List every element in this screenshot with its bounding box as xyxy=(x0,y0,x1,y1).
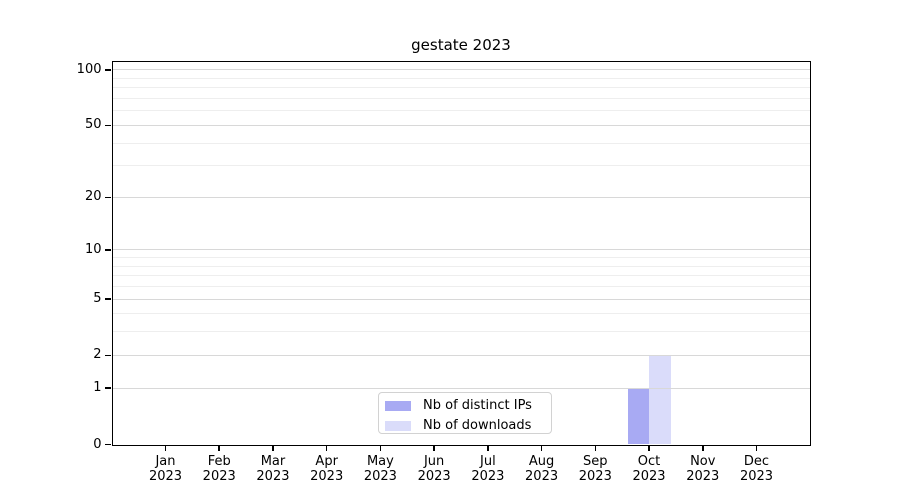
x-tick-month: Dec xyxy=(743,453,770,469)
legend-swatch-distinct-ips-icon xyxy=(385,401,411,411)
x-tick-year: 2023 xyxy=(578,469,612,484)
x-tick xyxy=(218,444,220,451)
bar-oct-nb-of-distinct-ips xyxy=(627,388,650,445)
y-tick-label: 20 xyxy=(84,189,102,205)
x-tick-year: 2023 xyxy=(686,469,720,484)
x-tick xyxy=(540,444,543,451)
x-tick-month: Mar xyxy=(260,453,286,469)
x-tick xyxy=(164,444,167,451)
x-tick-year: 2023 xyxy=(363,469,397,484)
x-tick-month: Jun xyxy=(423,453,445,469)
y-tick-label: 1 xyxy=(93,380,102,396)
y-gridline xyxy=(112,124,810,126)
x-tick-label-oct: Oct 2023 xyxy=(623,454,675,485)
y-tick xyxy=(104,249,111,251)
y-tick xyxy=(104,124,111,127)
y-minor-gridline xyxy=(112,165,810,167)
x-tick-month: Sep xyxy=(583,453,608,469)
x-tick-label-jan: Jan 2023 xyxy=(140,454,192,485)
x-tick-year: 2023 xyxy=(632,469,666,484)
x-tick-year: 2023 xyxy=(256,469,290,484)
y-minor-gridline xyxy=(112,257,810,259)
y-minor-gridline xyxy=(112,275,810,277)
x-tick-label-may: May 2023 xyxy=(354,454,406,485)
x-tick-year: 2023 xyxy=(310,469,344,484)
x-tick-month: Jul xyxy=(480,453,496,469)
y-minor-gridline xyxy=(112,87,810,89)
y-minor-gridline xyxy=(112,331,810,333)
x-tick-label-mar: Mar 2023 xyxy=(247,454,299,485)
x-tick-year: 2023 xyxy=(202,469,236,484)
y-tick-label: 100 xyxy=(76,61,102,77)
legend-label-downloads: Nb of downloads xyxy=(423,418,532,433)
y-minor-gridline xyxy=(112,97,810,99)
x-tick-month: Nov xyxy=(690,453,716,469)
x-tick-month: Apr xyxy=(315,453,338,469)
x-tick xyxy=(594,444,597,451)
y-gridline xyxy=(112,387,810,389)
x-tick-year: 2023 xyxy=(471,469,505,484)
y-tick xyxy=(104,298,111,300)
x-tick-label-jul: Jul 2023 xyxy=(462,454,514,485)
y-gridline xyxy=(112,354,810,356)
x-tick-month: Feb xyxy=(207,453,231,469)
x-tick-label-apr: Apr 2023 xyxy=(301,454,353,485)
legend: Nb of distinct IPs Nb of downloads xyxy=(378,392,552,434)
x-tick-year: 2023 xyxy=(525,469,559,484)
y-tick-label: 5 xyxy=(93,291,102,307)
x-tick-label-sep: Sep 2023 xyxy=(569,454,621,485)
x-tick-year: 2023 xyxy=(739,469,774,484)
x-tick xyxy=(433,444,435,451)
x-tick-year: 2023 xyxy=(417,469,451,484)
x-tick xyxy=(487,444,489,451)
x-tick xyxy=(272,444,274,451)
x-tick-month: Jan xyxy=(155,453,176,469)
legend-item-downloads: Nb of downloads xyxy=(385,419,551,433)
legend-item-distinct-ips: Nb of distinct IPs xyxy=(385,399,551,413)
y-minor-gridline xyxy=(112,313,810,315)
y-tick-label: 50 xyxy=(84,117,102,133)
x-tick xyxy=(379,444,382,451)
plot-area: 0 1 2 5 10 20 50 100 Jan 2023 Feb 2023 Mar 2023 Apr 202… xyxy=(77,60,811,484)
y-tick xyxy=(104,69,111,71)
y-gridline xyxy=(112,196,810,198)
y-minor-gridline xyxy=(112,286,810,288)
legend-swatch-downloads-icon xyxy=(385,421,411,431)
x-tick xyxy=(325,444,328,451)
y-minor-gridline xyxy=(112,77,810,79)
x-tick-label-dec: Dec 2023 xyxy=(731,454,783,485)
y-tick-label: 10 xyxy=(84,241,102,257)
y-tick xyxy=(104,443,111,446)
x-tick xyxy=(755,444,758,451)
y-tick-label: 0 xyxy=(93,436,102,452)
chart-title: gestate 2023 xyxy=(411,36,511,54)
y-gridline xyxy=(112,69,810,71)
x-tick-month: Oct xyxy=(637,453,661,469)
x-tick-label-jun: Jun 2023 xyxy=(408,454,460,485)
y-gridline xyxy=(112,298,810,300)
y-minor-gridline xyxy=(112,265,810,267)
y-minor-gridline xyxy=(112,110,810,112)
x-tick-label-feb: Feb 2023 xyxy=(193,454,245,485)
y-minor-gridline xyxy=(112,142,810,144)
y-tick xyxy=(104,354,111,357)
y-tick xyxy=(104,196,111,199)
x-tick xyxy=(702,444,704,451)
x-tick-label-aug: Aug 2023 xyxy=(516,454,568,485)
x-tick-month: Aug xyxy=(528,453,555,469)
bar-oct-nb-of-downloads xyxy=(649,355,671,445)
legend-label-distinct-ips: Nb of distinct IPs xyxy=(423,398,532,413)
y-gridline xyxy=(112,249,810,251)
x-tick-label-nov: Nov 2023 xyxy=(677,454,729,485)
y-tick-label: 2 xyxy=(93,347,102,363)
x-tick-month: May xyxy=(366,453,394,469)
y-tick xyxy=(104,387,111,389)
x-tick xyxy=(648,444,650,451)
x-tick-year: 2023 xyxy=(148,469,183,484)
